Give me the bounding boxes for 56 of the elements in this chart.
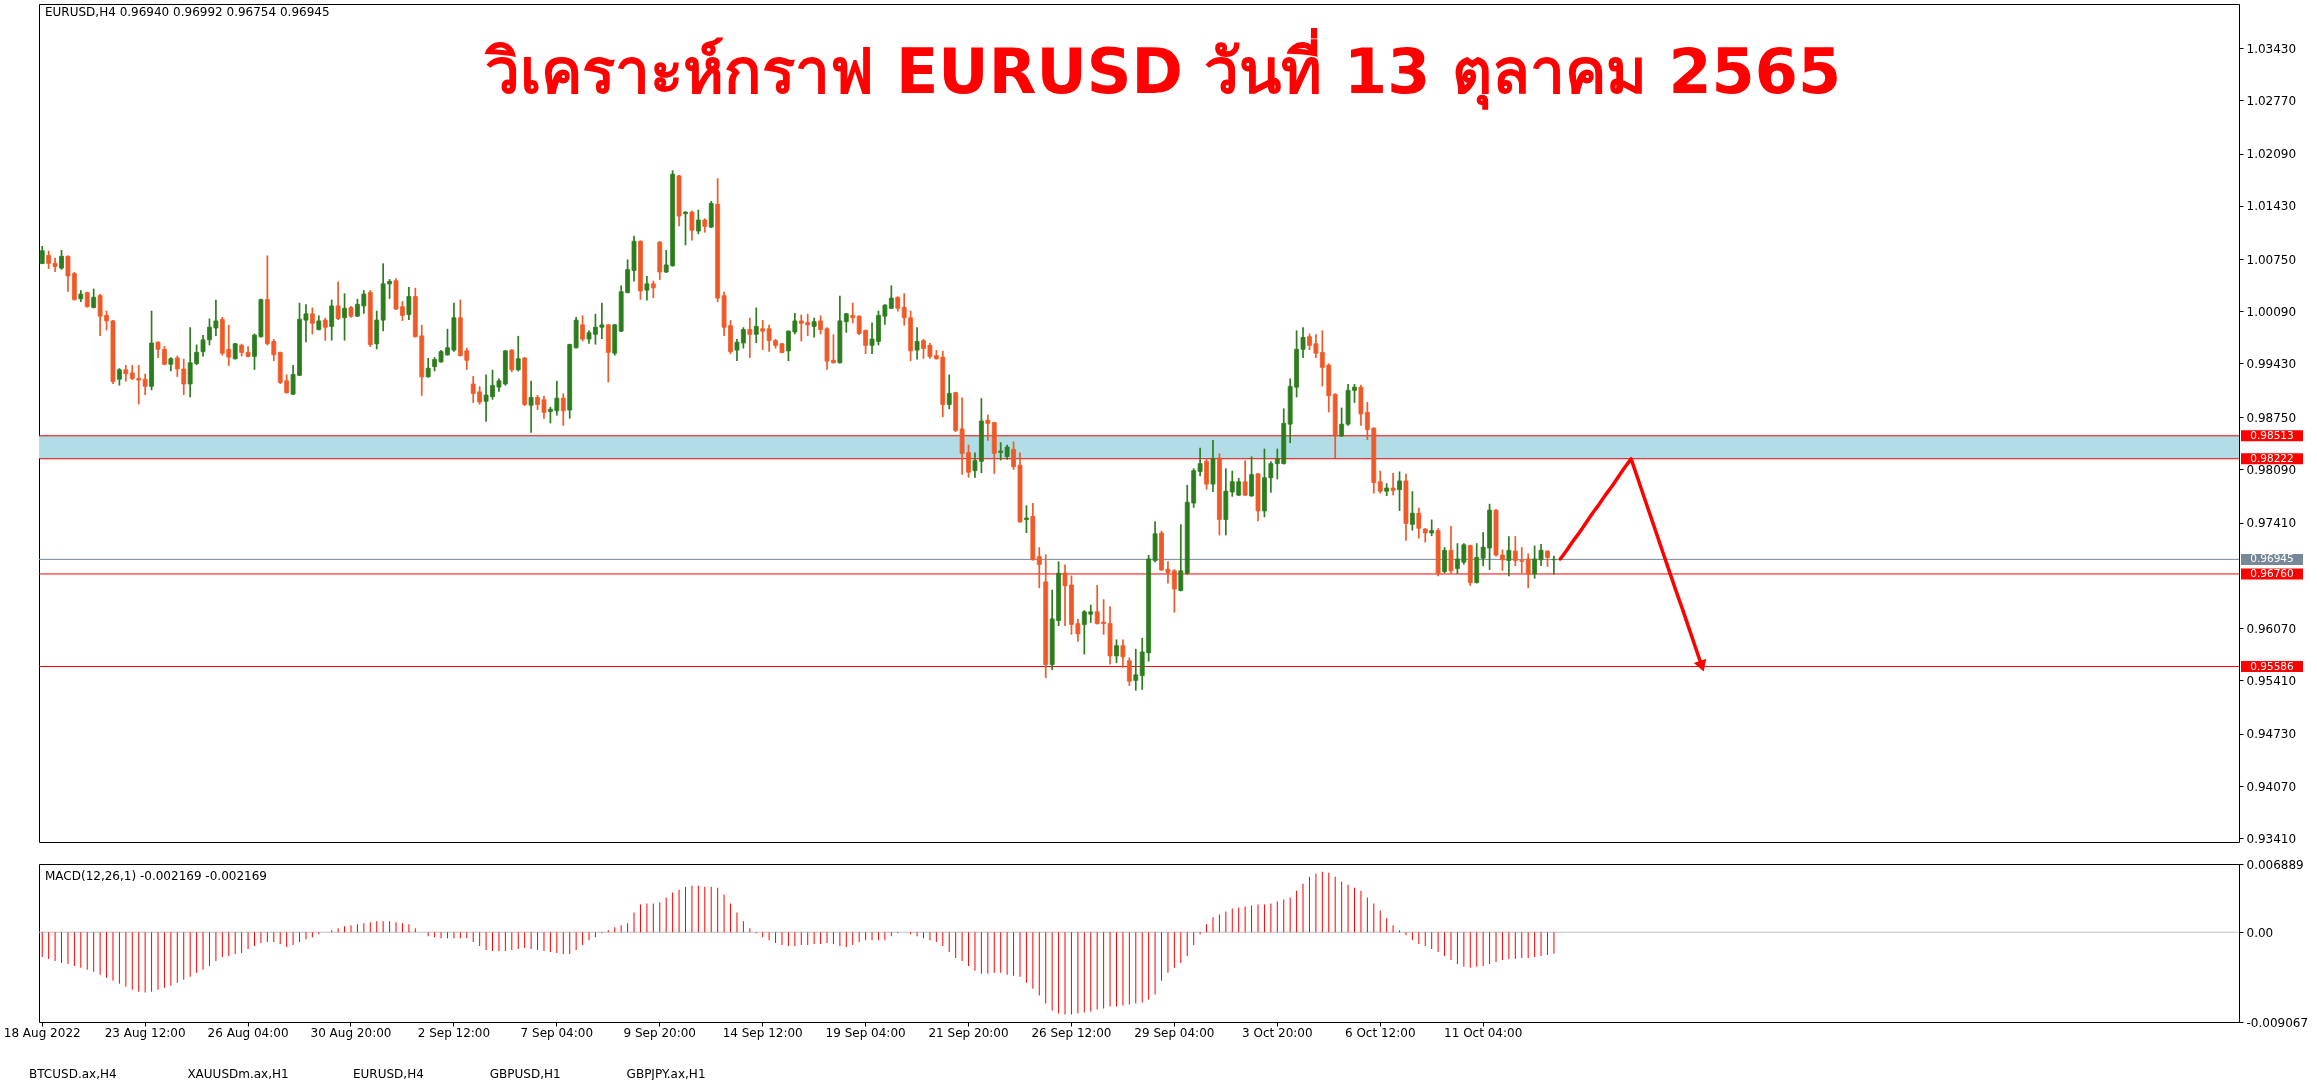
y-tick-label: 0.00 — [2246, 925, 2274, 940]
text: XAUUSDm.ax,H1 — [187, 1067, 289, 1080]
x-tick-label: 29 Sep 04:00 — [1134, 1025, 1215, 1040]
x-tick-label: 23 Aug 12:00 — [104, 1025, 186, 1040]
y-tick-label: 1.00750 — [2246, 252, 2297, 267]
y-tick-label: 0.93410 — [2246, 831, 2297, 846]
candlestick — [1114, 638, 1119, 664]
annotation: EURUSD,H4 0.96940 0.96992 0.96754 0.96945 — [45, 5, 330, 19]
candlestick — [1390, 472, 1396, 496]
x-tick-label: 7 Sep 04:00 — [520, 1025, 594, 1040]
x-tick-label: 21 Sep 20:00 — [928, 1025, 1009, 1040]
x-tick-label: 14 Sep 12:00 — [722, 1025, 803, 1040]
y-tick-label: 0.94070 — [2246, 779, 2297, 794]
y-tick-label: 0.96070 — [2246, 621, 2297, 636]
text: วิเคราะห์กราฟ EURUSD วันที่ 13 ตุลาคม 2565 — [484, 28, 1842, 110]
candlestick — [168, 356, 174, 373]
ref-line-label: 0.96945 — [2250, 552, 2294, 565]
y-tick-label: 1.03430 — [2246, 41, 2297, 56]
y-tick-label: 0.95410 — [2246, 673, 2297, 688]
y-tick-label: 1.00090 — [2246, 304, 2297, 319]
ref-line-label: 0.96760 — [2250, 566, 2294, 579]
ref-line-label: 0.95586 — [2250, 659, 2295, 672]
y-tick-label: 0.98750 — [2246, 410, 2297, 425]
x-tick-label: 26 Aug 04:00 — [207, 1025, 289, 1040]
candlestick — [309, 306, 315, 336]
text: BTCUSD.ax,H4 — [29, 1067, 117, 1080]
x-tick-label: 9 Sep 20:00 — [623, 1025, 696, 1040]
y-tick-label: -0.009067 — [2246, 1015, 2309, 1030]
candlestick — [811, 316, 817, 339]
y-tick-label: 1.01430 — [2246, 199, 2297, 214]
chart-title: MACD(12,26,1) -0.002169 -0.002169 — [45, 869, 267, 883]
candlestick — [1024, 504, 1029, 534]
candlestick — [580, 314, 585, 343]
x-tick-label: 26 Sep 12:00 — [1031, 1025, 1112, 1040]
y-tick-label: 1.02090 — [2246, 147, 2297, 162]
candlestick — [695, 208, 701, 236]
x-tick-label: 19 Sep 04:00 — [825, 1025, 906, 1040]
x-tick-label: 11 Oct 04:00 — [1444, 1025, 1523, 1040]
y-tick-label: 0.006889 — [2246, 857, 2304, 872]
x-tick-label: 6 Oct 12:00 — [1344, 1025, 1416, 1040]
y-tick-label: 0.94730 — [2246, 727, 2297, 742]
text: EURUSD,H4 — [353, 1067, 424, 1080]
candlestick — [644, 275, 650, 302]
text: GBPJPY.ax,H1 — [626, 1067, 706, 1080]
y-tick-label: 0.97410 — [2246, 516, 2297, 531]
x-tick-label: 2 Sep 12:00 — [417, 1025, 491, 1040]
x-tick-label: 30 Aug 20:00 — [310, 1025, 392, 1040]
ref-line-label: 0.98222 — [2250, 451, 2294, 464]
y-tick-label: 1.02770 — [2246, 93, 2297, 108]
x-tick-label: 3 Oct 20:00 — [1242, 1025, 1313, 1040]
y-tick-label: 0.98090 — [2246, 462, 2297, 477]
y-tick-label: 0.99430 — [2246, 356, 2297, 371]
candlestick — [683, 210, 688, 247]
x-tick-label: 18 Aug 2022 — [3, 1025, 81, 1040]
ref-line-label: 0.98513 — [2250, 428, 2294, 441]
text: GBPUSD,H1 — [489, 1067, 561, 1080]
